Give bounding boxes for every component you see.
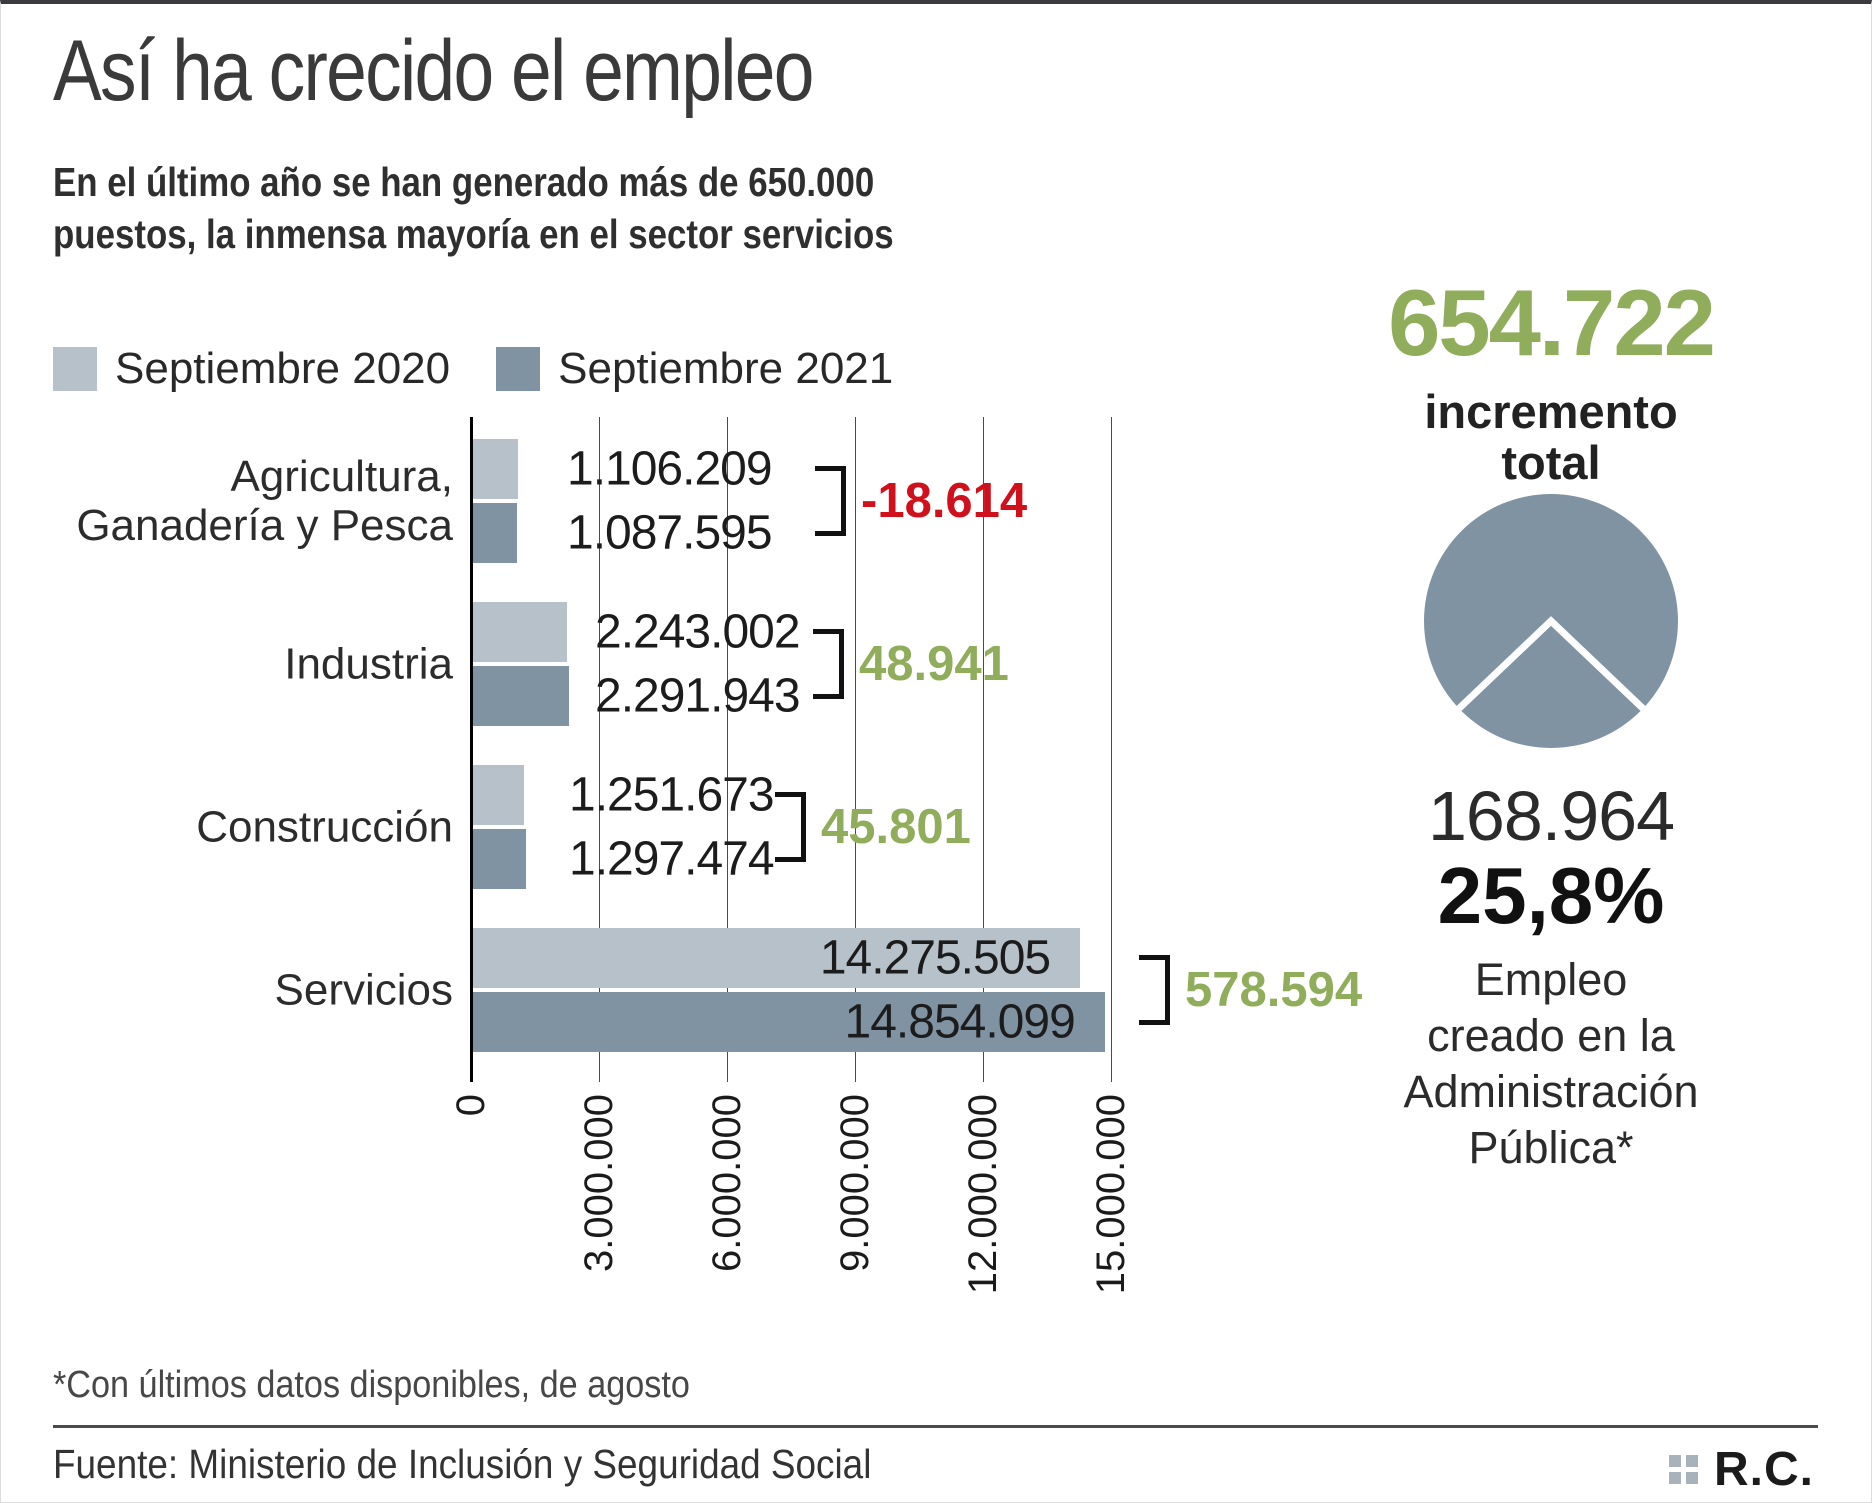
public-admin-jobs-percent: 25,8% xyxy=(1437,851,1665,940)
bar-chart: 0 3.000.000 6.000.000 9.000.000 12.000.000 15… xyxy=(1,4,1871,1502)
page-title: Así ha crecido el empleo xyxy=(53,23,814,119)
bar-sept-2020 xyxy=(471,765,525,825)
change-bracket xyxy=(775,792,806,862)
legend-label: Septiembre 2020 xyxy=(115,344,451,393)
bar-value-label: 14.854.099 xyxy=(844,995,1076,1049)
x-axis-tick-label: 12.000.000 xyxy=(961,1094,1005,1295)
legend-swatch xyxy=(496,347,541,391)
legend-item-sept-2021: Septiembre 2021 xyxy=(496,344,893,394)
footer-divider xyxy=(53,1425,1818,1428)
bar-value-label: 1.297.474 xyxy=(569,832,775,886)
category-label: Agricultura, Ganadería y Pesca xyxy=(76,452,453,550)
bar-sept-2021 xyxy=(471,503,518,563)
bar-value-label: 2.291.943 xyxy=(595,669,801,723)
change-bracket xyxy=(813,629,844,699)
bar-value-label: 14.275.505 xyxy=(819,931,1051,985)
bar-sept-2020 xyxy=(471,928,1081,988)
total-increment-number: 654.722 xyxy=(1388,270,1716,375)
pie-wedge-outline xyxy=(1456,616,1646,712)
total-increment-caption: incremento total xyxy=(1424,385,1678,489)
bar-value-label: 1.106.209 xyxy=(567,442,773,496)
change-value-label: 578.594 xyxy=(1185,963,1363,1017)
bar-value-label: 1.087.595 xyxy=(567,506,773,560)
change-bracket xyxy=(1139,955,1170,1025)
pie-chart xyxy=(1424,494,1678,748)
legend-label: Septiembre 2021 xyxy=(558,344,894,393)
change-value-label: -18.614 xyxy=(861,474,1028,528)
rc-logo-text: R.C. xyxy=(1714,1443,1814,1496)
change-value-label: 45.801 xyxy=(821,800,971,854)
page-subtitle: En el último año se han generado más de … xyxy=(53,159,894,257)
x-axis-tick-label: 3.000.000 xyxy=(577,1094,621,1272)
rc-logo-squares-icon xyxy=(1669,1455,1698,1484)
gridline xyxy=(599,417,600,1082)
source-line: Fuente: Ministerio de Inclusión y Seguri… xyxy=(53,1441,872,1487)
bar-sept-2021 xyxy=(471,829,527,889)
gridline xyxy=(727,417,728,1082)
public-admin-jobs-number: 168.964 xyxy=(1427,777,1675,855)
bar-value-label: 2.243.002 xyxy=(595,605,801,659)
footnote: *Con últimos datos disponibles, de agost… xyxy=(53,1364,690,1406)
legend-item-sept-2020: Septiembre 2020 xyxy=(53,344,450,394)
rc-logo: R.C. xyxy=(1669,1442,1814,1497)
bar-sept-2020 xyxy=(471,439,519,499)
bar-sept-2021 xyxy=(471,666,569,726)
x-axis-tick-label: 15.000.000 xyxy=(1089,1094,1133,1295)
public-admin-jobs-caption: Empleo creado en la Administración Públi… xyxy=(1403,954,1699,1173)
x-axis-tick-label: 0 xyxy=(449,1094,493,1117)
bar-sept-2020 xyxy=(471,602,567,662)
category-label: Servicios xyxy=(274,965,454,1015)
change-value-label: 48.941 xyxy=(859,637,1009,691)
gridline xyxy=(1111,417,1112,1082)
gridline xyxy=(983,417,984,1082)
legend: Septiembre 2020 Septiembre 2021 xyxy=(53,344,893,394)
category-label: Construcción xyxy=(196,802,453,852)
category-label: Industria xyxy=(284,639,453,689)
bar-value-label: 1.251.673 xyxy=(569,768,775,822)
legend-swatch xyxy=(53,347,97,391)
axis-zero-line xyxy=(469,417,473,1082)
x-axis-tick-label: 6.000.000 xyxy=(705,1094,749,1272)
bar-sept-2021 xyxy=(471,992,1105,1052)
change-bracket xyxy=(815,466,846,536)
x-axis-tick-label: 9.000.000 xyxy=(833,1094,877,1272)
gridline xyxy=(855,417,856,1082)
